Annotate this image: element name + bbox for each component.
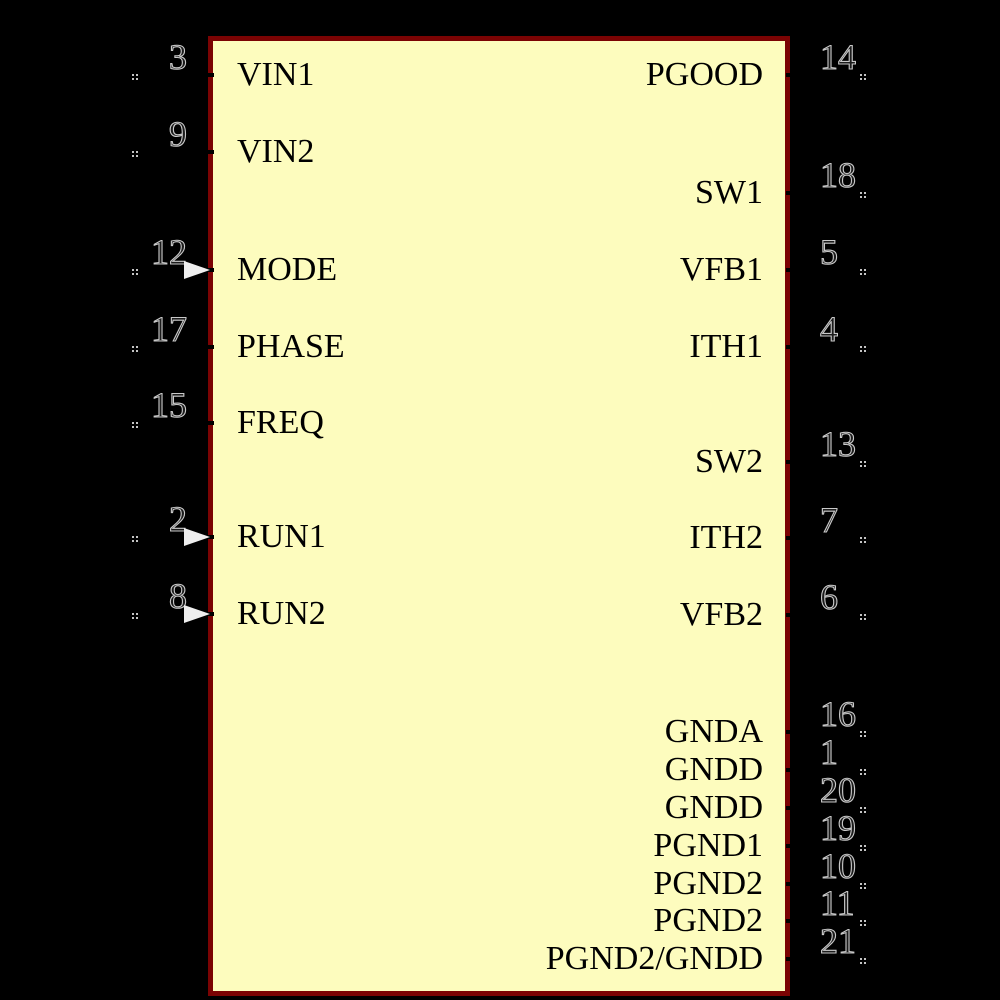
pin-stub: [786, 191, 799, 195]
pin-input-arrow-icon: [184, 528, 210, 546]
pin-endpoint-marker[interactable]: [860, 461, 862, 463]
pin-label-pgnd1: PGND1: [653, 827, 763, 864]
pin-endpoint-marker[interactable]: [860, 920, 862, 922]
pin-number: 17: [150, 309, 187, 349]
component-body[interactable]: [208, 36, 790, 996]
pin-label-vin2: VIN2: [237, 133, 315, 170]
pin-label-gndd: GNDD: [664, 789, 763, 826]
pin-stub: [201, 150, 214, 154]
pin-endpoint-marker[interactable]: [860, 883, 862, 885]
pin-label-vfb1: VFB1: [679, 251, 763, 288]
pin-endpoint-marker[interactable]: [860, 769, 862, 771]
pin-number: 8: [168, 576, 187, 616]
pin-endpoint-marker[interactable]: [860, 958, 862, 960]
pin-endpoint-marker[interactable]: [132, 346, 134, 348]
pin-number: 6: [819, 577, 838, 617]
pin-label-ith2: ITH2: [689, 519, 763, 556]
pin-label-freq: FREQ: [237, 404, 324, 441]
pin-number: 14: [819, 37, 856, 77]
pin-input-arrow-icon: [184, 261, 210, 279]
pin-label-pgnd2-gndd: PGND2/GNDD: [545, 940, 763, 977]
pin-label-vfb2: VFB2: [679, 596, 763, 633]
pin-endpoint-marker[interactable]: [860, 537, 862, 539]
pin-number: 9: [168, 114, 187, 154]
pin-stub: [786, 768, 799, 772]
pin-stub: [201, 345, 214, 349]
pin-endpoint-marker[interactable]: [860, 346, 862, 348]
pin-stub: [786, 460, 799, 464]
pin-label-sw1: SW1: [695, 174, 763, 211]
pin-number: 5: [819, 232, 838, 272]
pin-number: 13: [819, 424, 856, 464]
pin-endpoint-marker[interactable]: [132, 74, 134, 76]
pin-endpoint-marker[interactable]: [860, 74, 862, 76]
pin-endpoint-marker[interactable]: [132, 613, 134, 615]
pin-number: 12: [150, 232, 187, 272]
pin-stub: [201, 421, 214, 425]
pin-stub: [786, 806, 799, 810]
pin-stub: [786, 844, 799, 848]
pin-stub: [786, 882, 799, 886]
pin-label-gndd: GNDD: [664, 751, 763, 788]
pin-endpoint-marker[interactable]: [860, 731, 862, 733]
pin-endpoint-marker[interactable]: [860, 614, 862, 616]
pin-endpoint-marker[interactable]: [132, 269, 134, 271]
pin-label-pgood: PGOOD: [645, 56, 763, 93]
pin-stub: [786, 919, 799, 923]
pin-stub: [786, 957, 799, 961]
pin-label-vin1: VIN1: [237, 56, 315, 93]
pin-stub: [786, 268, 799, 272]
pin-input-arrow-icon: [184, 605, 210, 623]
pin-number: 4: [819, 309, 838, 349]
pin-stub: [786, 730, 799, 734]
pin-label-sw2: SW2: [695, 443, 763, 480]
pin-number: 10: [819, 846, 856, 886]
pin-number: 15: [150, 385, 187, 425]
pin-label-run1: RUN1: [237, 518, 326, 555]
pin-number: 18: [819, 155, 856, 195]
pin-number: 21: [819, 921, 856, 961]
pin-endpoint-marker[interactable]: [132, 422, 134, 424]
pin-endpoint-marker[interactable]: [860, 845, 862, 847]
pin-endpoint-marker[interactable]: [860, 807, 862, 809]
pin-number: 19: [819, 808, 856, 848]
pin-label-gnda: GNDA: [664, 713, 763, 750]
pin-number: 11: [819, 883, 855, 923]
pin-stub: [786, 536, 799, 540]
pin-stub: [786, 345, 799, 349]
pin-label-run2: RUN2: [237, 595, 326, 632]
pin-number: 7: [819, 500, 838, 540]
pin-label-mode: MODE: [237, 251, 338, 288]
pin-endpoint-marker[interactable]: [132, 151, 134, 153]
pin-label-ith1: ITH1: [689, 328, 763, 365]
pin-endpoint-marker[interactable]: [860, 192, 862, 194]
pin-stub: [786, 613, 799, 617]
pin-number: 3: [168, 37, 187, 77]
pin-label-pgnd2: PGND2: [653, 902, 763, 939]
pin-label-pgnd2: PGND2: [653, 865, 763, 902]
pin-number: 1: [819, 732, 838, 772]
pin-number: 2: [168, 499, 187, 539]
pin-stub: [201, 73, 214, 77]
pin-label-phase: PHASE: [237, 328, 345, 365]
pin-number: 20: [819, 770, 856, 810]
pin-endpoint-marker[interactable]: [132, 536, 134, 538]
pin-stub: [786, 73, 799, 77]
pin-number: 16: [819, 694, 856, 734]
pin-endpoint-marker[interactable]: [860, 269, 862, 271]
